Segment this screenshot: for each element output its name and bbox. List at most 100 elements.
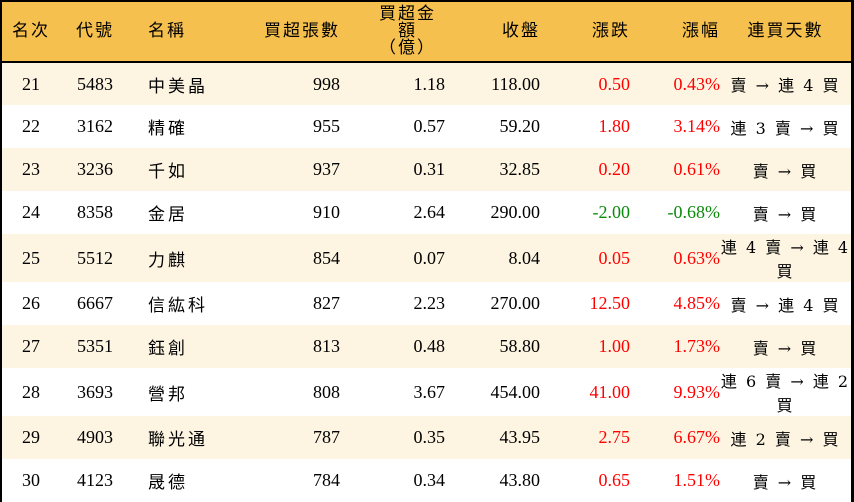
code-cell: 3162 [77, 116, 113, 136]
net-buy-amount-cell: 0.34 [413, 470, 446, 490]
change-pct-cell: 4.85% [673, 293, 721, 313]
net-buy-amount-cell: 2.64 [413, 202, 446, 222]
net-buy-lots-cell: 813 [313, 336, 340, 356]
rank-cell: 25 [22, 247, 40, 268]
consecutive-buy-days-cell: 賣 → 買 [752, 472, 819, 492]
change-cell: 0.20 [598, 159, 631, 179]
close-price-cell: 118.00 [491, 73, 540, 94]
header-net-buy-amount-line1: 買超金額 [379, 4, 436, 41]
change-cell: 12.50 [589, 293, 631, 313]
consecutive-buy-days-cell: 賣 → 連 4 買 [730, 295, 841, 315]
table-row: 21 5483 中美晶 998 1.18 118.00 0.50 0.43% 賣… [2, 62, 851, 105]
net-buy-amount-cell: 0.35 [413, 427, 446, 447]
change-pct-cell: 1.51% [673, 470, 721, 490]
change-pct-cell: 0.43% [673, 73, 721, 94]
consecutive-buy-days-cell: 連 6 賣 → 連 2 買 [720, 372, 851, 415]
header-name: 名稱 [148, 21, 186, 41]
table-row: 30 4123 晟德 784 0.34 43.80 0.65 1.51% 賣 →… [2, 459, 851, 502]
header-change: 漲跌 [592, 21, 630, 41]
change-pct-cell: -0.68% [667, 202, 721, 222]
net-buy-lots-cell: 998 [313, 73, 340, 94]
rank-cell: 30 [22, 470, 40, 490]
net-buy-lots-cell: 787 [313, 427, 340, 447]
consecutive-buy-days-cell: 賣 → 連 4 買 [730, 76, 841, 95]
rank-cell: 23 [22, 159, 40, 179]
table-row: 23 3236 千如 937 0.31 32.85 0.20 0.61% 賣 →… [2, 148, 851, 191]
stock-name-cell: 鈺創 [148, 339, 188, 359]
code-cell: 5351 [77, 336, 113, 356]
stock-name-cell: 千如 [148, 162, 188, 182]
net-buy-lots-cell: 784 [313, 470, 340, 490]
consecutive-buy-days-cell: 賣 → 買 [752, 204, 819, 224]
change-cell: 2.75 [598, 427, 631, 447]
stock-name-cell: 晟德 [148, 473, 188, 493]
table-row: 24 8358 金居 910 2.64 290.00 -2.00 -0.68% … [2, 191, 851, 234]
change-cell: 1.80 [598, 116, 631, 136]
close-price-cell: 8.04 [508, 247, 541, 268]
rank-cell: 24 [22, 202, 40, 222]
close-price-cell: 290.00 [490, 202, 541, 222]
net-buy-lots-cell: 955 [313, 116, 340, 136]
stock-name-cell: 精確 [148, 119, 188, 139]
net-buy-amount-cell: 0.31 [413, 159, 446, 179]
change-pct-cell: 6.67% [673, 427, 721, 447]
rank-cell: 28 [22, 381, 40, 402]
net-buy-amount-cell: 0.07 [413, 247, 446, 268]
net-buy-amount-cell: 1.18 [413, 73, 446, 94]
stock-name-cell: 聯光通 [148, 430, 208, 450]
change-cell: 0.65 [598, 470, 631, 490]
change-cell: 0.50 [598, 73, 631, 94]
net-buy-amount-cell: 0.57 [413, 116, 446, 136]
header-consecutive-buy-days: 連買天數 [747, 21, 824, 41]
change-pct-cell: 0.61% [673, 159, 721, 179]
net-buy-lots-cell: 827 [313, 293, 340, 313]
code-cell: 4903 [77, 427, 113, 447]
close-price-cell: 270.00 [490, 293, 541, 313]
code-cell: 5512 [77, 247, 113, 268]
header-net-buy-lots: 買超張數 [264, 21, 340, 41]
net-buy-amount-cell: 3.67 [413, 381, 446, 402]
rank-cell: 22 [22, 116, 40, 136]
net-buy-lots-cell: 910 [313, 202, 340, 222]
code-cell: 6667 [77, 293, 113, 313]
close-price-cell: 59.20 [499, 116, 541, 136]
consecutive-buy-days-cell: 賣 → 買 [752, 161, 819, 181]
header-change-pct: 漲幅 [682, 21, 720, 41]
close-price-cell: 43.80 [499, 470, 541, 490]
consecutive-buy-days-cell: 賣 → 買 [752, 338, 819, 358]
table-row: 27 5351 鈺創 813 0.48 58.80 1.00 1.73% 賣 →… [2, 325, 851, 368]
net-buy-lots-cell: 937 [313, 159, 340, 179]
rank-cell: 27 [22, 336, 40, 356]
close-price-cell: 43.95 [499, 427, 541, 447]
code-cell: 5483 [77, 73, 113, 94]
change-cell: -2.00 [592, 202, 631, 222]
rank-cell: 21 [22, 73, 40, 94]
code-cell: 4123 [77, 470, 113, 490]
header-rank: 名次 [12, 21, 50, 41]
stock-name-cell: 力麒 [148, 250, 188, 271]
header-close: 收盤 [502, 21, 540, 41]
change-cell: 1.00 [598, 336, 631, 356]
net-buy-amount-cell: 2.23 [413, 293, 446, 313]
header-net-buy-amount: 買超金額 （億） [340, 2, 445, 62]
table-header-row: 名次 代號 名稱 買超張數 買超金額 （億） 收盤 漲跌 漲幅 連買天數 [2, 2, 851, 62]
stock-name-cell: 金居 [148, 205, 188, 225]
table-row: 29 4903 聯光通 787 0.35 43.95 2.75 6.67% 連 … [2, 416, 851, 459]
rank-cell: 26 [22, 293, 40, 313]
change-cell: 0.05 [598, 247, 631, 268]
consecutive-buy-days-cell: 連 2 賣 → 買 [730, 429, 841, 449]
net-buy-amount-cell: 0.48 [413, 336, 446, 356]
consecutive-buy-days-cell: 連 4 賣 → 連 4 買 [720, 238, 851, 281]
change-pct-cell: 1.73% [673, 336, 721, 356]
code-cell: 8358 [77, 202, 113, 222]
stock-name-cell: 營邦 [148, 384, 188, 405]
net-buy-lots-cell: 854 [313, 247, 340, 268]
table-row: 25 5512 力麒 854 0.07 8.04 0.05 0.63% 連 4 … [2, 234, 851, 282]
stock-name-cell: 中美晶 [148, 76, 208, 97]
header-net-buy-amount-line2: （億） [379, 38, 436, 58]
stock-name-cell: 信紘科 [148, 296, 208, 316]
change-pct-cell: 9.93% [673, 381, 721, 402]
close-price-cell: 58.80 [499, 336, 541, 356]
